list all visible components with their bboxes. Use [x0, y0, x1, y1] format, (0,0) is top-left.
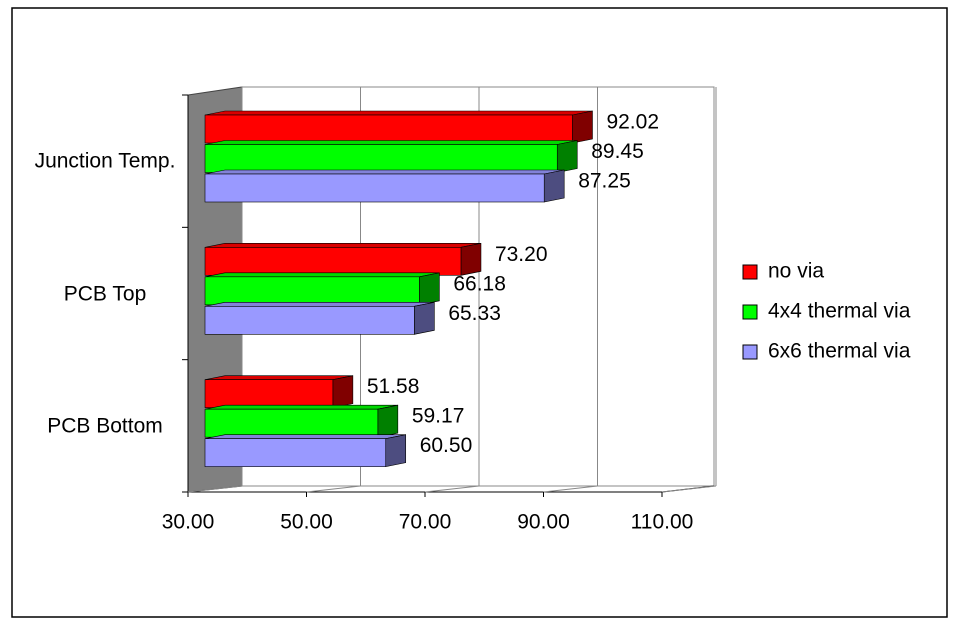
bar-side [385, 434, 407, 468]
bar-top [204, 243, 482, 248]
value-label: 89.45 [591, 140, 644, 163]
bar-top [204, 434, 406, 439]
floor-line [306, 485, 361, 493]
x-tick-label: 70.00 [399, 511, 452, 534]
bar-top [204, 404, 398, 410]
floor-line [543, 485, 598, 493]
legend-swatch [742, 264, 758, 280]
bar-side [543, 169, 565, 203]
bar-top [204, 169, 565, 175]
bar-side [377, 404, 399, 438]
bar-side [332, 375, 354, 409]
bar [204, 438, 387, 467]
legend-label: 6x6 thermal via [768, 340, 911, 363]
bar [204, 247, 462, 276]
floor-line [661, 485, 717, 493]
value-label: 65.33 [448, 302, 501, 325]
bar-side [556, 140, 578, 173]
value-label: 92.02 [606, 111, 659, 134]
bar-top [204, 110, 593, 116]
bar [204, 408, 379, 438]
bar [204, 306, 415, 335]
y-tick-label: PCB Top [63, 282, 147, 305]
bar-top [204, 140, 578, 145]
floor-line [424, 485, 480, 493]
bar-top [204, 272, 440, 278]
legend-label: 4x4 thermal via [768, 300, 911, 323]
bar [204, 173, 545, 203]
bar-side [460, 242, 482, 276]
x-tick-label: 110.00 [631, 511, 694, 534]
value-label: 66.18 [453, 272, 506, 295]
bar-side [419, 272, 440, 306]
y-tick-label: PCB Bottom [47, 414, 163, 438]
x-tick-label: 90.00 [517, 511, 570, 534]
value-label: 59.17 [412, 405, 465, 428]
value-label: 51.58 [367, 375, 420, 398]
legend-label: no via [768, 260, 824, 283]
legend-swatch [742, 304, 758, 320]
bar [204, 276, 420, 306]
bar-top [204, 302, 435, 307]
bar-side [572, 110, 593, 144]
x-tick-label: 50.00 [280, 511, 333, 534]
bar [204, 144, 558, 173]
bar-top [204, 375, 353, 380]
y-tick-label: Junction Temp. [34, 149, 176, 173]
value-label: 60.50 [420, 434, 473, 457]
floor-line [187, 485, 243, 493]
bar [204, 379, 334, 408]
value-label: 87.25 [578, 170, 631, 193]
bar-side [414, 301, 435, 335]
bar [204, 114, 573, 144]
x-tick-label: 30.00 [162, 511, 215, 534]
legend-swatch [742, 344, 758, 360]
value-label: 73.20 [495, 243, 548, 266]
